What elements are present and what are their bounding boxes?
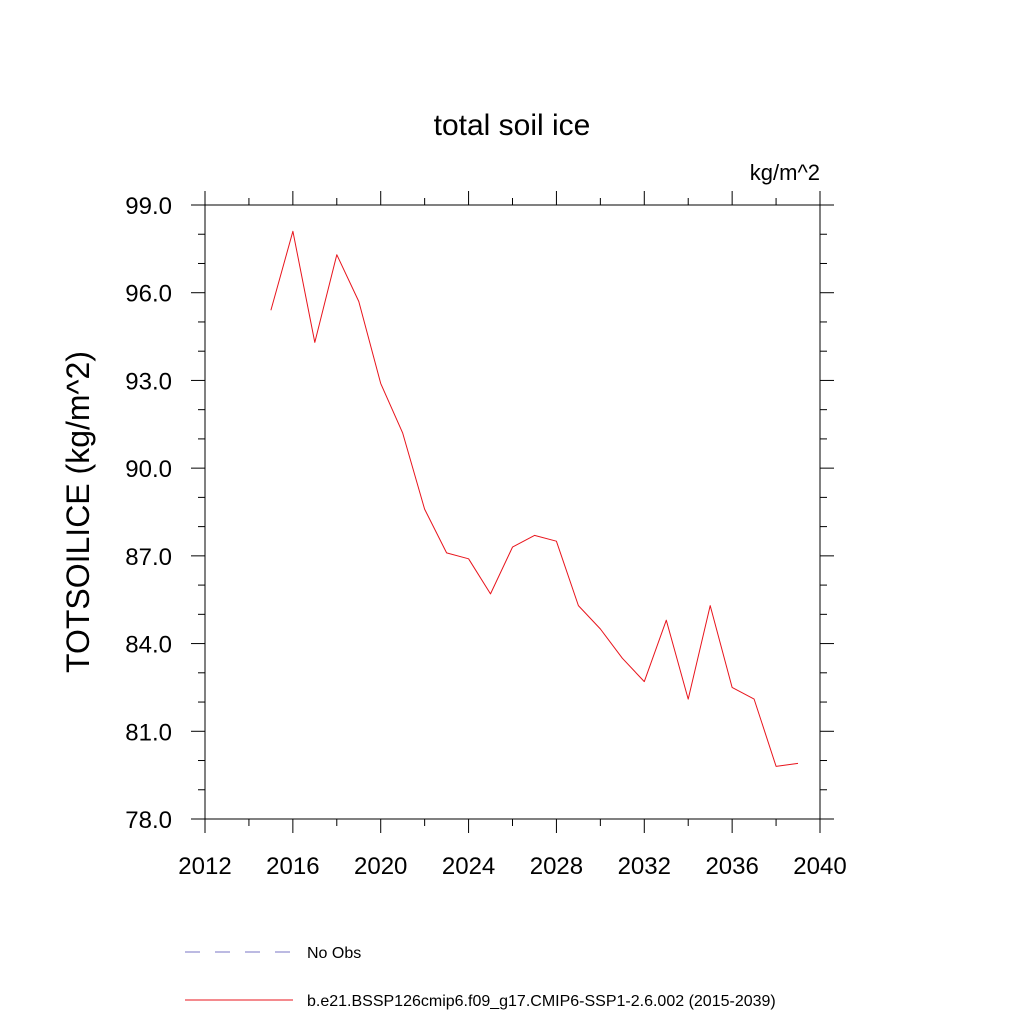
chart-title: total soil ice — [434, 109, 591, 142]
y-axis-tick-labels: 78.0 81.0 84.0 87.0 90.0 93.0 96.0 99.0 — [125, 193, 172, 834]
y-tick-label: 99.0 — [125, 193, 172, 220]
y-axis-ticks — [191, 204, 834, 820]
x-tick-label: 2036 — [705, 853, 758, 880]
x-tick-label: 2020 — [354, 853, 407, 880]
series-layer — [270, 230, 799, 767]
x-tick-label: 2032 — [618, 853, 671, 880]
x-axis-ticks — [204, 191, 821, 833]
y-tick-label: 87.0 — [125, 544, 172, 571]
legend-label: No Obs — [307, 945, 361, 962]
y-tick-label: 93.0 — [125, 368, 172, 395]
x-tick-label: 2028 — [530, 853, 583, 880]
y-axis-label: TOTSOILICE (kg/m^2) — [60, 351, 96, 673]
y-tick-label: 84.0 — [125, 632, 172, 659]
plot-frame — [204, 204, 821, 820]
series-line — [270, 230, 799, 767]
x-tick-label: 2016 — [266, 853, 319, 880]
x-axis-tick-labels: 2012 2016 2020 2024 2028 2032 2036 2040 — [178, 853, 846, 880]
x-tick-label: 2040 — [793, 853, 846, 880]
y-tick-label: 81.0 — [125, 719, 172, 746]
y-tick-label: 78.0 — [125, 807, 172, 834]
y-tick-label: 90.0 — [125, 456, 172, 483]
y-tick-label: 96.0 — [125, 281, 172, 308]
units-label: kg/m^2 — [750, 160, 820, 185]
x-tick-label: 2012 — [178, 853, 231, 880]
legend-label: b.e21.BSSP126cmip6.f09_g17.CMIP6-SSP1-2.… — [307, 993, 776, 1010]
legend: No Obs b.e21.BSSP126cmip6.f09_g17.CMIP6-S… — [185, 945, 776, 1010]
x-tick-label: 2024 — [442, 853, 495, 880]
